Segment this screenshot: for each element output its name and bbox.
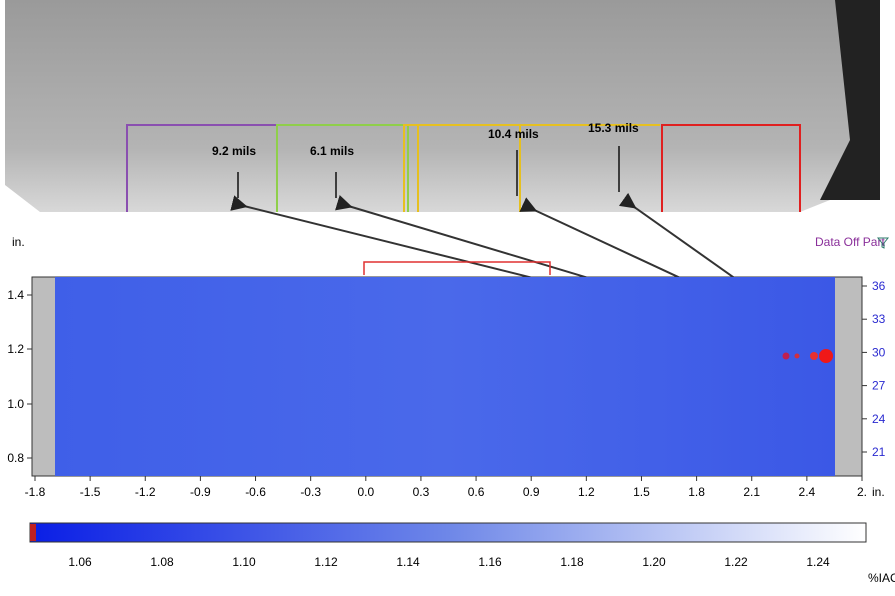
colorbar-tick-label: 1.24 xyxy=(806,555,830,569)
fracture-photo xyxy=(5,0,880,212)
defect-indications xyxy=(782,349,833,363)
scan-image xyxy=(55,277,835,476)
colorbar-tick-label: 1.16 xyxy=(478,555,502,569)
y2-tick-label: 33 xyxy=(872,312,886,326)
x-tick-label: 1.8 xyxy=(688,485,705,499)
x-unit: in. xyxy=(872,485,885,499)
y-tick-label: 1.4 xyxy=(7,288,24,302)
y2-tick-label: 27 xyxy=(872,379,886,393)
y-tick-label: 0.8 xyxy=(7,451,24,465)
x-tick-label: 0.6 xyxy=(468,485,485,499)
x-tick-label: 2.1 xyxy=(743,485,760,499)
measurement-label: 9.2 mils xyxy=(212,144,256,158)
y-tick-label: 1.0 xyxy=(7,397,24,411)
colorbar-tick-label: 1.18 xyxy=(560,555,584,569)
colorbar-tick-label: 1.14 xyxy=(396,555,420,569)
colorbar-tick-label: 1.20 xyxy=(642,555,666,569)
x-tick-label: 0.9 xyxy=(523,485,540,499)
x-tick-label: 1.5 xyxy=(633,485,650,499)
y-tick-label: 1.2 xyxy=(7,342,24,356)
y2-tick-label: 30 xyxy=(872,345,886,359)
x-tick-label: -1.5 xyxy=(80,485,101,499)
colorbar xyxy=(29,522,867,543)
measurement-label: 10.4 mils xyxy=(488,127,539,141)
filter-icon xyxy=(876,237,890,249)
y2-tick-label: 21 xyxy=(872,445,886,459)
x-tick-label: -0.9 xyxy=(190,485,211,499)
x-tick-label: 0.0 xyxy=(357,485,374,499)
measurement-label: 6.1 mils xyxy=(310,144,354,158)
colorbar-tick-label: 1.12 xyxy=(314,555,338,569)
colorbar-unit: %IACS xyxy=(868,571,895,585)
y2-tick-label: 24 xyxy=(872,412,886,426)
x-tick-label: 1.2 xyxy=(578,485,595,499)
colorbar-tick-label: 1.22 xyxy=(724,555,748,569)
colorbar-tick-label: 1.10 xyxy=(232,555,256,569)
x-tick-label: -0.3 xyxy=(300,485,321,499)
x-tick-label: -1.8 xyxy=(25,485,46,499)
brackets xyxy=(126,124,801,212)
x-tick-label: -1.2 xyxy=(135,485,156,499)
x-tick-label: 2. xyxy=(857,485,867,499)
depth-markers xyxy=(237,146,620,198)
colorbar-off-part xyxy=(30,524,36,541)
photo-shadow xyxy=(820,0,880,200)
colorbar-tick-label: 1.08 xyxy=(150,555,174,569)
y2-tick-label: 36 xyxy=(872,279,886,293)
x-tick-label: 2.4 xyxy=(799,485,816,499)
x-tick-label: 0.3 xyxy=(413,485,430,499)
y-unit: in. xyxy=(12,235,25,249)
colorbar-tick-label: 1.06 xyxy=(68,555,92,569)
measurement-label: 15.3 mils xyxy=(588,121,639,135)
x-tick-label: -0.6 xyxy=(245,485,266,499)
scale-bracket xyxy=(363,261,551,275)
legend-label: Data Off Part xyxy=(815,235,885,249)
